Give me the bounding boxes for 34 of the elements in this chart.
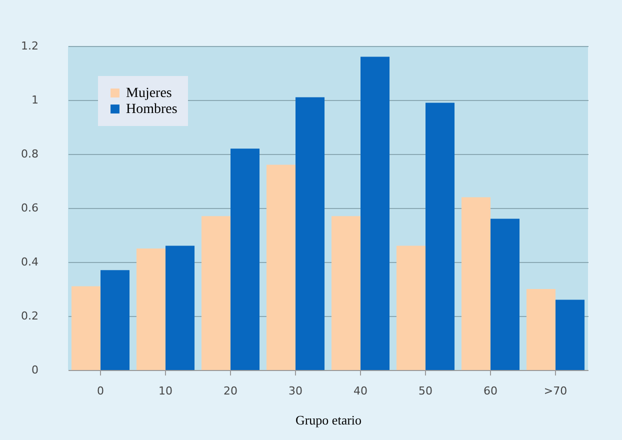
x-tick-label: 0 (97, 384, 104, 398)
bar (266, 164, 296, 370)
x-tick-label: 40 (354, 384, 368, 398)
x-tick-label: 10 (158, 384, 172, 398)
bar (100, 270, 130, 370)
bar (396, 246, 426, 370)
x-tick-label: 50 (418, 384, 432, 398)
x-tick-label: >70 (544, 384, 568, 398)
bar (426, 102, 455, 370)
y-tick-label: 0 (32, 364, 38, 376)
bar (230, 148, 260, 370)
bar (201, 216, 230, 370)
y-tick-label: 0.4 (21, 256, 38, 268)
bar (331, 216, 360, 370)
bar (296, 97, 325, 370)
bar (166, 246, 195, 370)
bar (360, 56, 390, 370)
bar (490, 218, 520, 370)
y-tick-label: 0.8 (21, 148, 38, 160)
legend-label: Hombres (126, 102, 178, 117)
bar (556, 300, 585, 370)
legend-label: Mujeres (126, 86, 172, 101)
x-tick-label: 60 (484, 384, 498, 398)
bar (526, 289, 556, 370)
bar (71, 286, 100, 370)
x-axis-title: Grupo etario (295, 412, 362, 428)
bar (136, 248, 166, 370)
y-tick-label: 1.2 (21, 40, 38, 52)
x-tick-label: 20 (224, 384, 238, 398)
x-tick-label: 30 (288, 384, 302, 398)
bar (461, 197, 490, 370)
y-tick-label: 0.2 (21, 310, 38, 322)
y-tick-label: 0.6 (21, 202, 38, 214)
y-tick-label: 1 (32, 94, 38, 106)
